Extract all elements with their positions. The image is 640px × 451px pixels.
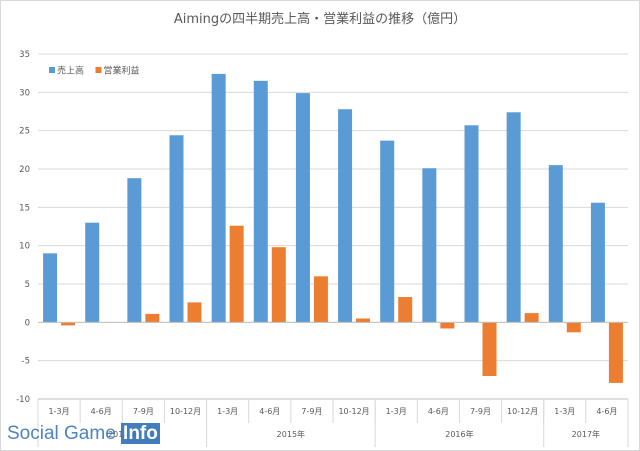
category-label: 7-9月 bbox=[470, 407, 491, 416]
bar-operating-profit bbox=[440, 322, 455, 329]
watermark-info: Info bbox=[121, 423, 160, 444]
bar-operating-profit bbox=[608, 322, 623, 383]
legend-label-sales: 売上高 bbox=[57, 65, 84, 77]
watermark-social: Social Game bbox=[7, 423, 122, 444]
bar-operating-profit bbox=[524, 313, 539, 323]
y-axis: -10 -5 0 5 10 15 20 25 30 35 bbox=[16, 50, 30, 405]
legend-swatch-sales bbox=[49, 67, 55, 73]
bar-sales bbox=[211, 73, 226, 323]
bar-sales bbox=[253, 80, 268, 323]
year-label: 2017年 bbox=[572, 429, 600, 439]
y-tick-label: -10 bbox=[16, 395, 30, 405]
bar-sales bbox=[590, 202, 605, 323]
category-label: 10-12月 bbox=[170, 407, 201, 416]
y-tick-label: 15 bbox=[19, 203, 30, 213]
bar-sales bbox=[380, 140, 395, 323]
category-label: 10-12月 bbox=[338, 407, 369, 416]
x-axis: 1-3月 4-6月 7-9月 10-12月 1-3月 4-6月 7-9月 10-12月 1-3月… bbox=[37, 321, 629, 447]
bar-sales bbox=[548, 165, 563, 323]
bars bbox=[43, 73, 623, 383]
bar-operating-profit bbox=[482, 322, 497, 376]
category-label: 4-6月 bbox=[91, 407, 112, 416]
category-label: 1-3月 bbox=[49, 407, 70, 416]
bar-sales bbox=[422, 168, 437, 323]
category-label: 10-12月 bbox=[507, 407, 538, 416]
year-label: 2016年 bbox=[445, 429, 473, 439]
legend-swatch-operating-profit bbox=[95, 67, 102, 73]
bar-operating-profit bbox=[566, 322, 581, 333]
y-tick-label: -5 bbox=[22, 357, 30, 367]
category-label: 4-6月 bbox=[259, 407, 280, 416]
bar-sales bbox=[169, 135, 184, 323]
category-label: 1-3月 bbox=[386, 407, 407, 416]
bar-operating-profit bbox=[61, 322, 76, 326]
legend: 売上高 営業利益 bbox=[49, 65, 140, 77]
bar-operating-profit bbox=[145, 313, 160, 323]
category-label: 4-6月 bbox=[428, 407, 449, 416]
y-tick-label: 20 bbox=[19, 165, 30, 175]
bar-sales bbox=[506, 112, 521, 323]
y-tick-label: 35 bbox=[19, 50, 30, 60]
y-tick-label: 10 bbox=[19, 242, 30, 252]
category-label: 4-6月 bbox=[596, 407, 617, 416]
bar-sales bbox=[464, 125, 479, 323]
bar-operating-profit bbox=[187, 302, 202, 323]
bar-sales bbox=[295, 93, 310, 323]
legend-label-operating-profit: 営業利益 bbox=[104, 65, 140, 77]
bar-operating-profit bbox=[356, 318, 371, 323]
bar-sales bbox=[85, 222, 100, 323]
y-tick-label: 0 bbox=[25, 318, 30, 328]
category-label: 7-9月 bbox=[133, 407, 154, 416]
bar-sales bbox=[43, 253, 58, 323]
gridlines bbox=[38, 53, 628, 400]
y-tick-label: 5 bbox=[25, 280, 30, 290]
y-tick-label: 30 bbox=[19, 88, 30, 98]
category-label: 7-9月 bbox=[301, 407, 322, 416]
year-label: 2015年 bbox=[277, 429, 305, 439]
bar-sales bbox=[338, 109, 353, 323]
bar-operating-profit bbox=[313, 276, 328, 323]
watermark-logo: Social Game Info bbox=[7, 423, 160, 444]
category-label: 1-3月 bbox=[217, 407, 238, 416]
y-tick-label: 25 bbox=[19, 127, 30, 137]
bar-operating-profit bbox=[398, 297, 413, 323]
bar-operating-profit bbox=[229, 225, 244, 323]
category-label: 1-3月 bbox=[554, 407, 575, 416]
chart-title: Aimingの四半期売上高・営業利益の推移（億円） bbox=[174, 11, 466, 27]
bar-sales bbox=[127, 178, 142, 323]
bar-operating-profit bbox=[271, 247, 286, 323]
